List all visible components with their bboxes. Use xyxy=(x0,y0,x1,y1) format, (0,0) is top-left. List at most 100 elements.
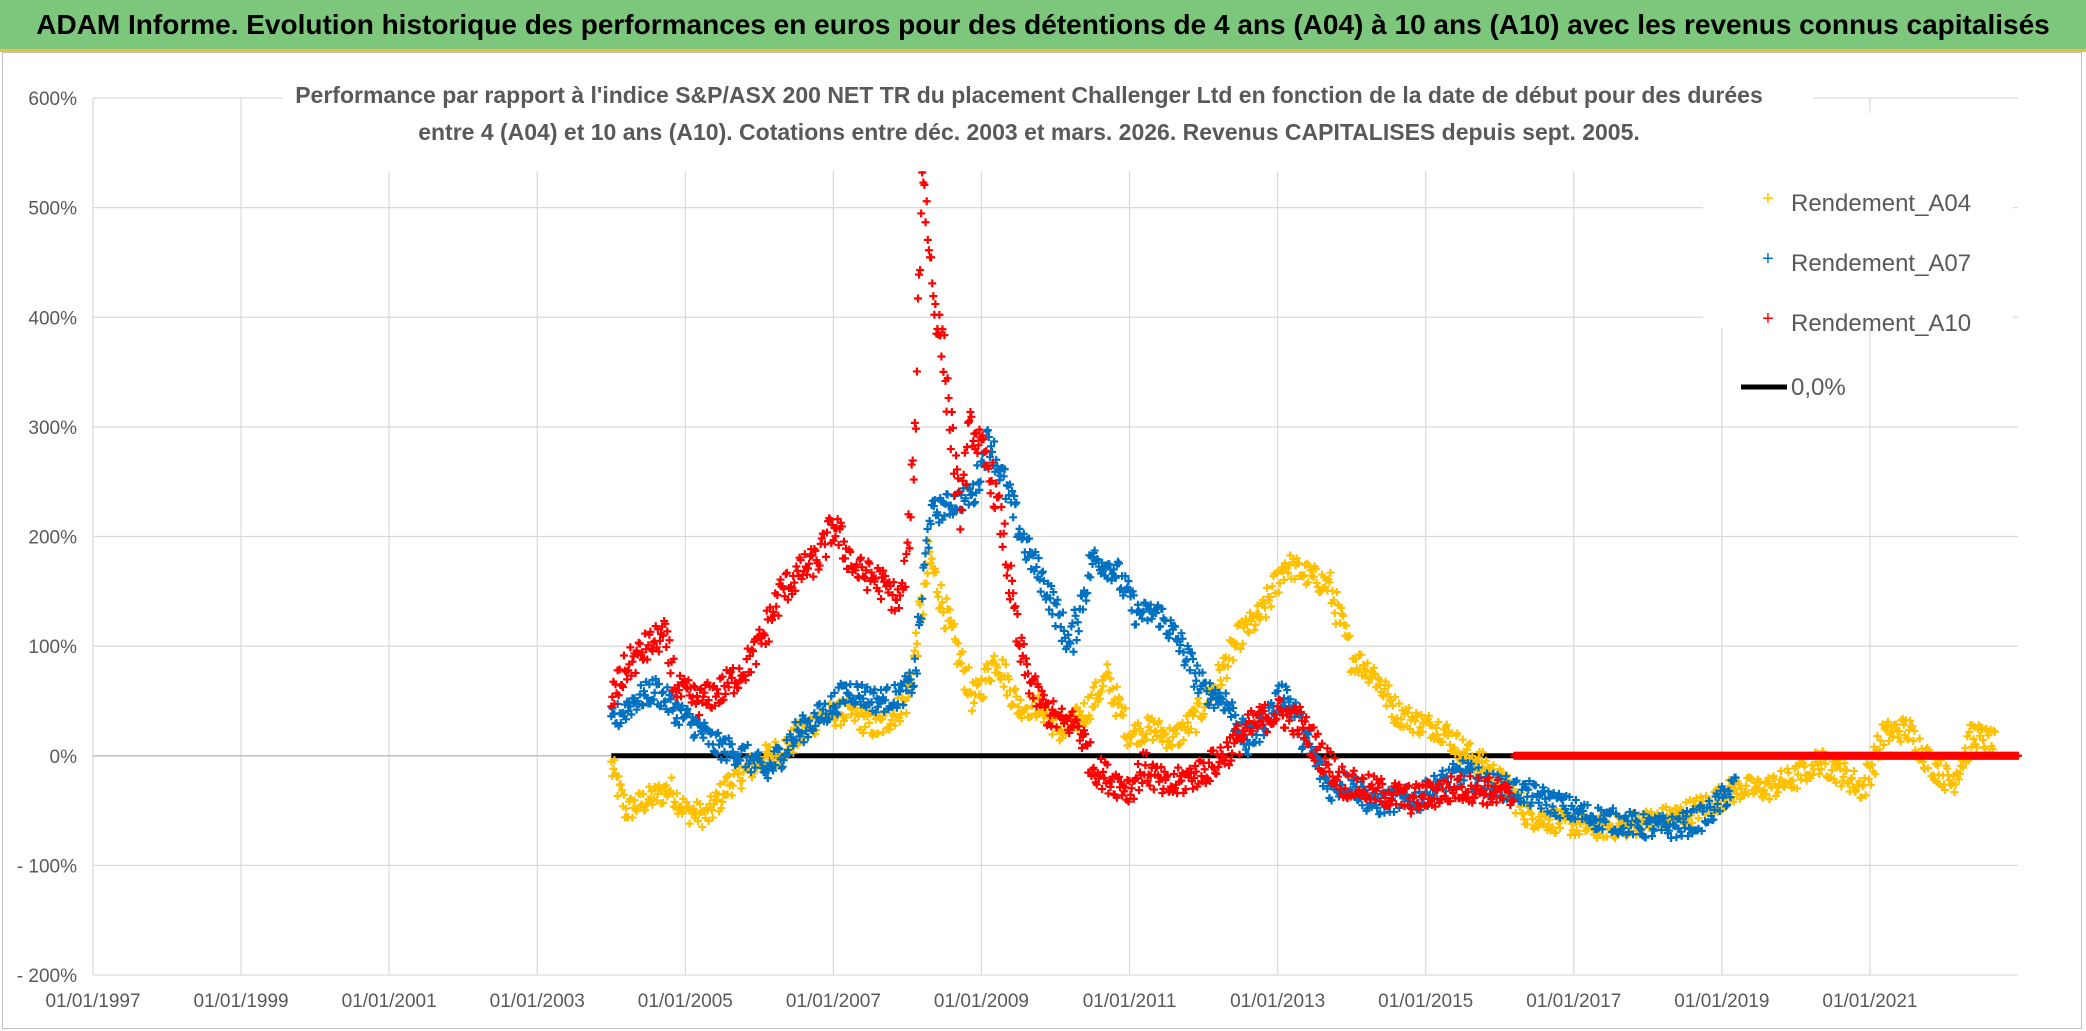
rendement-a10-point xyxy=(846,547,855,556)
rendement-a10-point xyxy=(749,647,757,656)
rendement-a10-point xyxy=(856,553,865,562)
rendement-a04-point xyxy=(1895,727,1904,736)
rendement-a07-point xyxy=(639,701,647,710)
rendement-a10-point xyxy=(1049,697,1058,706)
rendement-a10-point xyxy=(896,591,905,600)
rendement-a07-point xyxy=(1241,745,1250,754)
rendement-a04-point xyxy=(1330,609,1339,618)
rendement-a10-point xyxy=(834,541,843,550)
rendement-a04-point xyxy=(1883,717,1892,726)
rendement-a04-point xyxy=(919,610,928,619)
rendement-a07-point xyxy=(1190,682,1199,691)
rendement-a10-point xyxy=(888,591,897,600)
rendement-a10-point xyxy=(908,456,917,465)
rendement-a10-point xyxy=(916,266,925,275)
rendement-a07-point xyxy=(663,683,672,692)
rendement-a10-point xyxy=(974,441,983,450)
rendement-a04-point xyxy=(910,646,919,655)
rendement-a10-point xyxy=(1466,772,1475,781)
rendement-a07-point xyxy=(918,594,927,603)
rendement-a10-point xyxy=(906,513,915,522)
rendement-a07-point xyxy=(926,519,935,528)
rendement-a10-point xyxy=(768,616,777,625)
rendement-a10-point xyxy=(876,595,885,604)
rendement-a10-series xyxy=(607,168,1518,818)
rendement-a10-point xyxy=(669,654,678,663)
rendement-a10-point xyxy=(1253,723,1262,731)
rendement-a10-point xyxy=(964,418,973,427)
rendement-a10-point xyxy=(1304,740,1313,749)
rendement-a07-point xyxy=(769,766,778,775)
rendement-a04-point xyxy=(1442,720,1451,729)
rendement-a10-point xyxy=(635,639,644,648)
rendement-a10-point xyxy=(1275,696,1284,705)
rendement-a07-point xyxy=(1686,825,1695,834)
rendement-a10-point xyxy=(1296,708,1305,717)
rendement-a04-point xyxy=(922,579,931,588)
rendement-a04-point xyxy=(1086,714,1095,723)
rendement-a04-point xyxy=(1345,631,1354,640)
rendement-a10-point xyxy=(991,479,1000,488)
rendement-a04-point xyxy=(639,789,647,798)
rendement-a10-point xyxy=(1308,752,1317,761)
rendement-a04-point xyxy=(1836,764,1845,773)
rendement-a07-point xyxy=(654,679,663,688)
rendement-a04-point xyxy=(1268,582,1277,591)
rendement-a07-point xyxy=(810,709,819,718)
rendement-a10-point xyxy=(809,572,818,581)
rendement-a07-point xyxy=(1713,800,1722,809)
rendement-a07-point xyxy=(750,756,759,765)
rendement-a10-point xyxy=(1174,763,1183,772)
rendement-a07-point xyxy=(1710,805,1719,814)
rendement-a07-point xyxy=(1024,553,1032,562)
rendement-a04-point xyxy=(1087,690,1096,699)
x-tick-label: 01/01/2007 xyxy=(786,991,881,1012)
rendement-a04-point xyxy=(1732,789,1741,798)
rendement-a04-point xyxy=(1384,681,1393,690)
rendement-a10-point xyxy=(1349,766,1358,775)
rendement-a04-point xyxy=(911,628,920,637)
rendement-a07-point xyxy=(973,461,982,470)
rendement-a04-point xyxy=(1388,701,1397,710)
rendement-a07-point xyxy=(699,733,708,742)
x-tick-label: 01/01/2011 xyxy=(1083,991,1177,1012)
rendement-a04-point xyxy=(1602,832,1611,841)
legend-marker-A07: + xyxy=(1762,248,1774,270)
rendement-a10-point xyxy=(1313,729,1322,738)
rendement-a04-point xyxy=(938,598,947,607)
rendement-a10-point xyxy=(1127,784,1136,793)
rendement-a04-point xyxy=(1676,803,1685,812)
rendement-a10-point xyxy=(700,688,709,697)
rendement-a04-point xyxy=(993,663,1002,672)
rendement-a04-point xyxy=(1395,699,1404,708)
rendement-a07-point xyxy=(1006,480,1015,489)
rendement-a10-point xyxy=(823,528,832,537)
rendement-a07-point xyxy=(923,524,932,533)
rendement-a04-point xyxy=(694,817,702,826)
rendement-a07-point xyxy=(1098,558,1107,567)
rendement-a07-point xyxy=(801,726,810,735)
rendement-a04-point xyxy=(1195,699,1204,708)
rendement-a10-point xyxy=(1135,786,1144,795)
rendement-a10-point xyxy=(988,458,997,467)
rendement-a04-point xyxy=(1251,620,1260,629)
rendement-a07-point xyxy=(674,720,683,729)
rendement-a10-point xyxy=(1464,787,1472,796)
rendement-a10-point xyxy=(1484,781,1493,790)
rendement-a10-point xyxy=(1159,784,1168,793)
rendement-a07-point xyxy=(961,494,970,503)
rendement-a10-point xyxy=(1074,722,1083,731)
rendement-a10-point xyxy=(1281,723,1290,732)
rendement-a10-tail-series xyxy=(1510,751,2022,760)
rendement-a04-point xyxy=(1260,603,1269,612)
rendement-a07-point xyxy=(948,510,957,519)
y-tick-label: 200% xyxy=(28,528,77,549)
rendement-a07-point xyxy=(851,698,860,707)
rendement-a04-point xyxy=(696,800,705,809)
rendement-a10-point xyxy=(760,631,769,640)
x-tick-label: 01/01/1997 xyxy=(45,991,140,1012)
rendement-a04-point xyxy=(1134,719,1142,728)
rendement-a07-point xyxy=(820,699,829,708)
rendement-a04-point xyxy=(1908,722,1917,731)
rendement-a10-point xyxy=(1086,738,1095,747)
